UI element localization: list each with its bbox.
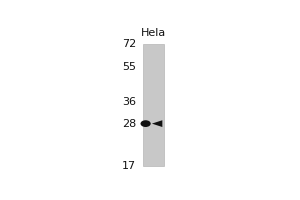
Text: Hela: Hela	[141, 28, 167, 38]
Circle shape	[140, 120, 151, 127]
Text: 36: 36	[122, 97, 136, 107]
Polygon shape	[152, 120, 162, 127]
Bar	[143, 44, 164, 166]
Text: 55: 55	[122, 62, 136, 72]
Text: 72: 72	[122, 39, 136, 49]
Text: 17: 17	[122, 161, 136, 171]
Text: 28: 28	[122, 119, 136, 129]
